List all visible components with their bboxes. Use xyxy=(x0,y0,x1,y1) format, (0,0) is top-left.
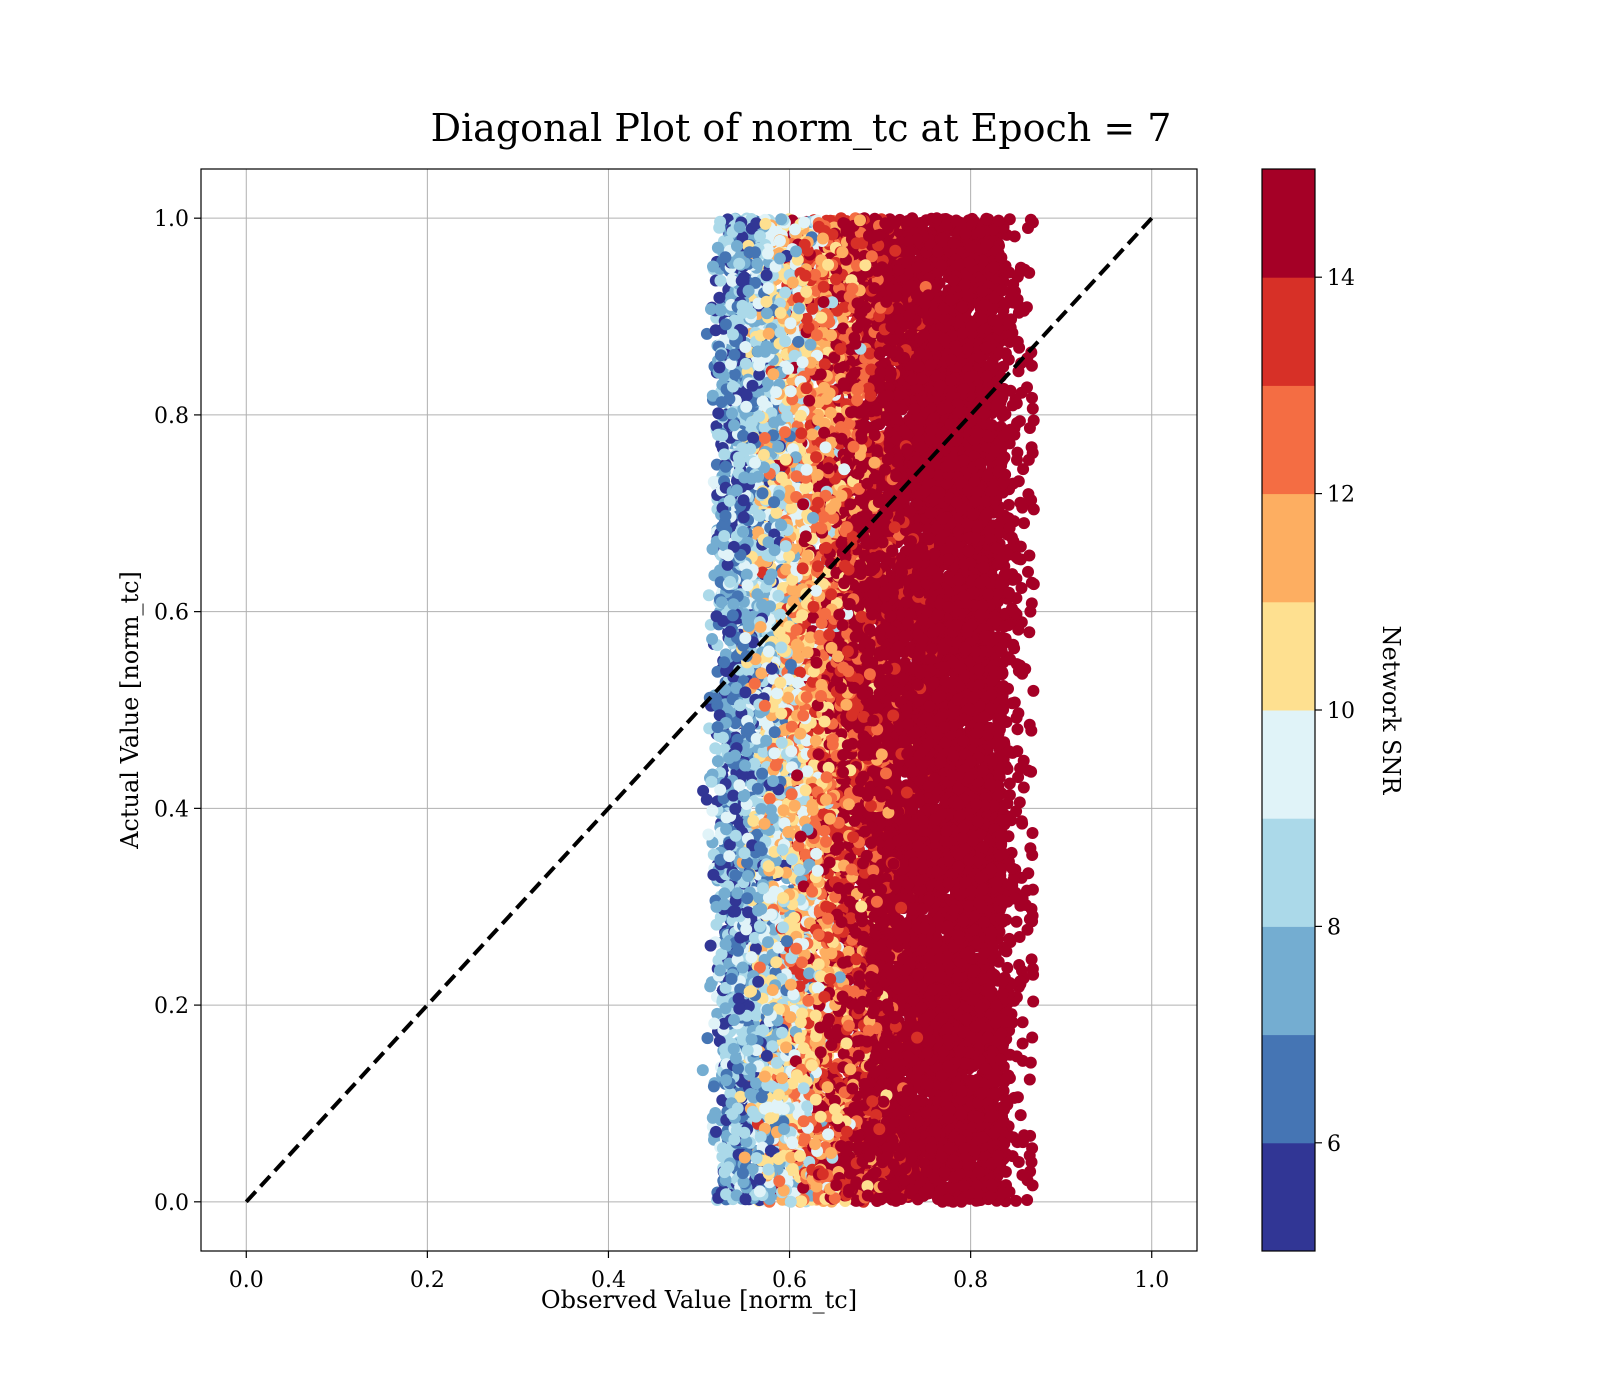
scatter-point xyxy=(1021,1194,1034,1206)
scatter-point xyxy=(1027,503,1040,516)
scatter-point xyxy=(1026,402,1039,415)
scatter-points xyxy=(696,212,1040,1208)
scatter-point xyxy=(1011,1091,1024,1104)
scatter-point xyxy=(702,589,715,602)
scatter-point xyxy=(1027,995,1040,1008)
scatter-point xyxy=(1026,1031,1039,1044)
scatter-point xyxy=(1015,582,1028,594)
scatter-point xyxy=(1011,335,1024,348)
scatter-point xyxy=(1023,913,1036,926)
scatter-point xyxy=(1022,867,1035,880)
scatter-point xyxy=(1025,441,1038,454)
scatter-point xyxy=(1025,953,1038,966)
scatter-point xyxy=(1022,565,1034,578)
scatter-point xyxy=(1026,391,1038,404)
scatter-point xyxy=(1026,216,1039,229)
scatter-point xyxy=(1011,723,1024,736)
scatter-point xyxy=(1016,1037,1029,1050)
scatter-point xyxy=(696,1064,709,1077)
chart-title: Diagonal Plot of norm_tc at Epoch = 7 xyxy=(431,106,1172,151)
scatter-point xyxy=(1010,711,1023,724)
scatter-point xyxy=(1025,724,1038,737)
scatter-point xyxy=(1021,923,1034,936)
